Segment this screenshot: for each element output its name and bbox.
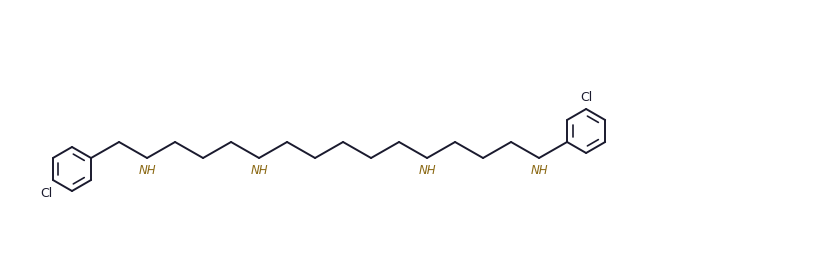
Text: NH: NH [418,164,435,177]
Text: NH: NH [530,164,548,177]
Text: NH: NH [250,164,268,177]
Text: Cl: Cl [40,187,52,200]
Text: Cl: Cl [580,91,593,104]
Text: NH: NH [138,164,155,177]
